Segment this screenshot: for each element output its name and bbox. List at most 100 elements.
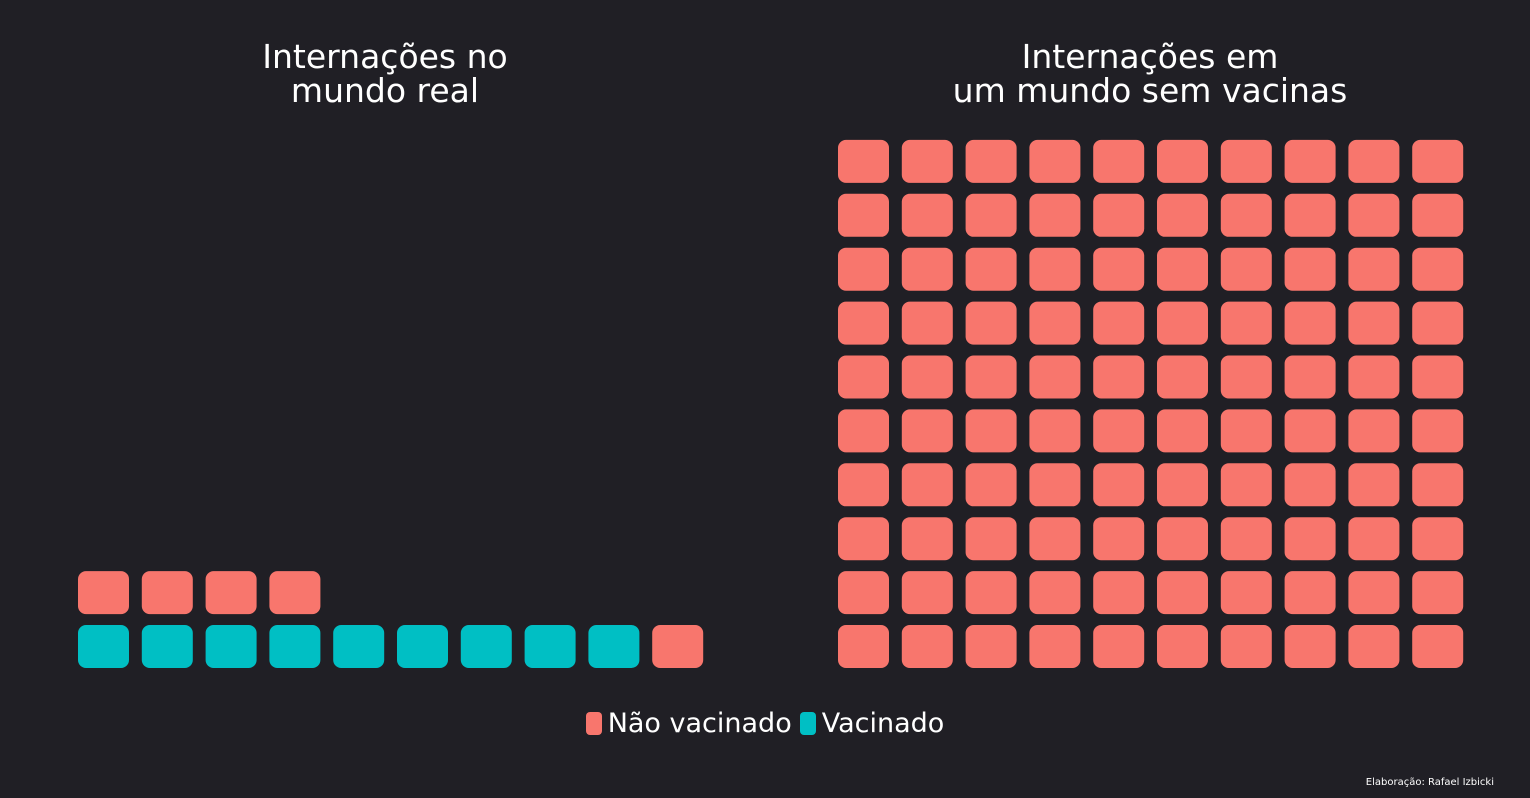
waffle-cell-nao-vacinado — [1157, 247, 1208, 291]
waffle-cell-nao-vacinado — [901, 139, 953, 183]
waffle-cell-vacinado — [141, 625, 193, 668]
waffle-cell-nao-vacinado — [838, 193, 889, 237]
waffle-cell-nao-vacinado — [1284, 139, 1336, 183]
waffle-cell-nao-vacinado — [1157, 625, 1208, 668]
waffle-cell-nao-vacinado — [965, 301, 1017, 345]
waffle-cell-nao-vacinado — [1220, 301, 1272, 345]
waffle-cell-nao-vacinado — [1093, 517, 1145, 561]
waffle-cell-nao-vacinado — [1348, 193, 1400, 237]
waffle-cell-nao-vacinado — [1348, 517, 1400, 561]
waffle-panel-real-world — [78, 571, 704, 668]
waffle-cell-nao-vacinado — [1220, 571, 1272, 615]
waffle-cell-vacinado — [524, 625, 576, 668]
chart-title-line: um mundo sem vacinas — [952, 71, 1348, 110]
waffle-cell-nao-vacinado — [838, 409, 889, 453]
author-caption: Elaboração: Rafael Izbicki — [1365, 777, 1494, 788]
waffle-cell-nao-vacinado — [1412, 139, 1464, 183]
waffle-cell-nao-vacinado — [1093, 301, 1145, 345]
waffle-cell-nao-vacinado — [1220, 355, 1272, 399]
waffle-cell-nao-vacinado — [901, 463, 953, 507]
waffle-cell-nao-vacinado — [1029, 409, 1081, 453]
waffle-panel-no-vaccine-world — [838, 139, 1464, 668]
waffle-cell-nao-vacinado — [901, 625, 953, 668]
waffle-cell-nao-vacinado — [1157, 463, 1208, 507]
waffle-cell-nao-vacinado — [901, 517, 953, 561]
waffle-cell-nao-vacinado — [901, 193, 953, 237]
waffle-cell-nao-vacinado — [1029, 247, 1081, 291]
waffle-cell-nao-vacinado — [1348, 409, 1400, 453]
legend-swatch-nao-vacinado — [585, 712, 602, 735]
waffle-cell-nao-vacinado — [1157, 355, 1208, 399]
waffle-cell-nao-vacinado — [1220, 247, 1272, 291]
waffle-cell-nao-vacinado — [1284, 247, 1336, 291]
waffle-cell-nao-vacinado — [1412, 409, 1464, 453]
waffle-cell-nao-vacinado — [1412, 247, 1464, 291]
waffle-cell-vacinado — [588, 625, 640, 668]
waffle-cell-nao-vacinado — [1157, 517, 1208, 561]
waffle-cell-nao-vacinado — [1284, 409, 1336, 453]
chart-title-line: Internações em — [1021, 37, 1279, 76]
waffle-cell-vacinado — [333, 625, 385, 668]
waffle-cell-vacinado — [269, 625, 321, 668]
waffle-cell-nao-vacinado — [1093, 409, 1145, 453]
waffle-cell-nao-vacinado — [1412, 355, 1464, 399]
waffle-cell-nao-vacinado — [1284, 301, 1336, 345]
legend-label: Não vacinado — [607, 708, 792, 739]
waffle-cell-nao-vacinado — [901, 355, 953, 399]
waffle-cell-nao-vacinado — [1220, 625, 1272, 668]
waffle-cell-nao-vacinado — [965, 355, 1017, 399]
legend-item-vacinado: Vacinado — [799, 708, 945, 739]
waffle-cell-nao-vacinado — [965, 463, 1017, 507]
waffle-cell-nao-vacinado — [1029, 625, 1081, 668]
waffle-cell-nao-vacinado — [1348, 355, 1400, 399]
chart-title-real-world: Internações no mundo real — [200, 40, 570, 108]
chart-title-line: mundo real — [290, 71, 480, 110]
waffle-cell-nao-vacinado — [1093, 625, 1145, 668]
waffle-cell-nao-vacinado — [1093, 355, 1145, 399]
waffle-cell-nao-vacinado — [1093, 463, 1145, 507]
waffle-cell-nao-vacinado — [965, 247, 1017, 291]
waffle-cell-nao-vacinado — [838, 517, 889, 561]
waffle-cell-nao-vacinado — [1157, 571, 1208, 615]
waffle-cell-nao-vacinado — [838, 301, 889, 345]
waffle-cell-nao-vacinado — [838, 355, 889, 399]
waffle-cell-nao-vacinado — [1412, 301, 1464, 345]
chart-title-line: Internações no — [262, 37, 508, 76]
waffle-cell-vacinado — [397, 625, 448, 668]
waffle-cell-nao-vacinado — [1220, 139, 1272, 183]
waffle-cell-nao-vacinado — [1220, 517, 1272, 561]
waffle-cell-nao-vacinado — [141, 571, 193, 615]
waffle-cell-nao-vacinado — [1029, 355, 1081, 399]
waffle-cell-vacinado — [205, 625, 257, 668]
waffle-cell-nao-vacinado — [652, 625, 704, 668]
legend-item-nao-vacinado: Não vacinado — [585, 708, 792, 739]
waffle-cell-nao-vacinado — [1220, 409, 1272, 453]
waffle-cell-nao-vacinado — [1284, 517, 1336, 561]
waffle-cell-nao-vacinado — [1220, 463, 1272, 507]
waffle-cell-nao-vacinado — [1348, 301, 1400, 345]
legend-label: Vacinado — [821, 708, 945, 739]
waffle-cell-nao-vacinado — [1412, 463, 1464, 507]
waffle-cell-nao-vacinado — [901, 571, 953, 615]
waffle-cell-nao-vacinado — [1348, 571, 1400, 615]
waffle-cell-nao-vacinado — [1412, 625, 1464, 668]
waffle-cell-nao-vacinado — [1348, 463, 1400, 507]
legend-swatch-vacinado — [799, 712, 816, 735]
waffle-cell-nao-vacinado — [1157, 409, 1208, 453]
waffle-cell-nao-vacinado — [901, 409, 953, 453]
waffle-cell-nao-vacinado — [1029, 193, 1081, 237]
chart-title-no-vaccine-world: Internações em um mundo sem vacinas — [900, 40, 1400, 108]
waffle-cell-nao-vacinado — [965, 625, 1017, 668]
waffle-cell-nao-vacinado — [1284, 463, 1336, 507]
waffle-cell-nao-vacinado — [838, 247, 889, 291]
waffle-cell-nao-vacinado — [1093, 193, 1145, 237]
waffle-cell-nao-vacinado — [1093, 247, 1145, 291]
waffle-cell-nao-vacinado — [1348, 247, 1400, 291]
waffle-cell-nao-vacinado — [1412, 517, 1464, 561]
waffle-cell-nao-vacinado — [1029, 517, 1081, 561]
waffle-cell-nao-vacinado — [965, 193, 1017, 237]
waffle-cell-nao-vacinado — [1029, 301, 1081, 345]
waffle-cell-nao-vacinado — [965, 571, 1017, 615]
waffle-cell-nao-vacinado — [965, 517, 1017, 561]
